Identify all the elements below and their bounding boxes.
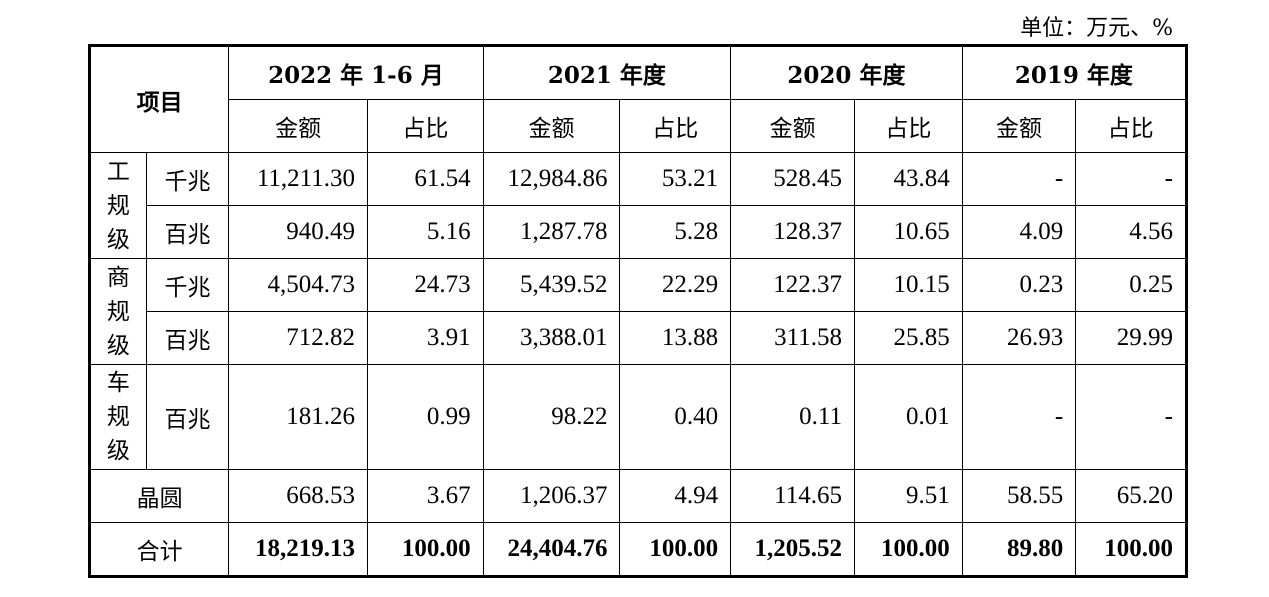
value-cell: 0.11	[730, 364, 855, 470]
value-cell: 3,388.01	[482, 311, 621, 365]
header-amount: 金额	[961, 99, 1077, 153]
group-label: 商规级	[89, 258, 147, 365]
value-cell: 22.29	[619, 258, 732, 312]
sub-label: 百兆	[145, 205, 230, 259]
value-cell: 100.00	[1075, 522, 1187, 577]
value-cell: 5.28	[619, 205, 732, 259]
value-cell: 181.26	[228, 364, 368, 470]
header-ratio: 占比	[367, 99, 484, 153]
header-period: 2019 年度	[961, 45, 1188, 100]
header-period: 2022 年 1-6 月	[228, 45, 484, 100]
value-cell: 58.55	[961, 469, 1077, 523]
value-cell: 24,404.76	[482, 522, 621, 577]
value-cell: 0.40	[619, 364, 732, 470]
wafer-label: 晶圆	[88, 469, 230, 523]
value-cell: 4,504.73	[228, 258, 368, 312]
header-row-metrics: 金额 占比 金额 占比 金额 占比 金额 占比	[90, 99, 1187, 153]
sub-label: 千兆	[145, 258, 230, 312]
table-row-wafer: 晶圆 668.53 3.67 1,206.37 4.94 114.65 9.51 58.55 6…	[88, 469, 1187, 523]
table-row: 工规级 千兆 11,211.30 61.54 12,984.86 53.21 528.45 4…	[89, 152, 1187, 259]
value-cell: 11,211.30	[228, 152, 368, 206]
total-label: 合计	[88, 522, 230, 577]
sub-label: 千兆	[145, 152, 230, 206]
value-cell: 5.16	[367, 205, 484, 259]
value-cell: 24.73	[367, 258, 484, 312]
value-cell: 98.22	[482, 364, 621, 470]
value-cell: 0.25	[1075, 258, 1187, 312]
value-cell: 25.85	[853, 311, 963, 365]
value-cell: 940.49	[228, 205, 368, 259]
header-row-periods: 项目 2022 年 1-6 月 2021 年度 2020 年度 2019 年度	[88, 45, 1188, 153]
value-cell: 5,439.52	[482, 258, 621, 312]
value-cell: 65.20	[1075, 469, 1187, 523]
value-cell: 100.00	[853, 522, 963, 577]
value-cell: 53.21	[619, 152, 732, 206]
value-cell: 668.53	[228, 469, 368, 523]
value-cell: 528.45	[730, 152, 855, 206]
revenue-table: 项目 2022 年 1-6 月 2021 年度 2020 年度 2019 年度 …	[88, 44, 1188, 578]
value-cell: 10.65	[853, 205, 963, 259]
value-cell: -	[1075, 152, 1187, 206]
group-label: 车规级	[89, 364, 147, 470]
group-label: 工规级	[89, 152, 147, 259]
header-amount: 金额	[730, 99, 855, 153]
header-ratio: 占比	[619, 99, 732, 153]
header-period: 2020 年度	[730, 45, 963, 100]
header-amount: 金额	[482, 99, 621, 153]
value-cell: 0.01	[853, 364, 963, 470]
value-cell: 100.00	[619, 522, 732, 577]
sub-label: 百兆	[145, 311, 230, 365]
value-cell: 1,206.37	[482, 469, 621, 523]
header-amount: 金额	[228, 99, 368, 153]
table-row: 车规级 百兆 181.26 0.99 98.22 0.40 0.11 0.01- -	[89, 364, 1187, 470]
table-row: 百兆 712.82 3.91 3,388.01 13.88 311.58 25.85 26.9…	[90, 311, 1187, 365]
value-cell: 712.82	[228, 311, 368, 365]
value-cell: 4.56	[1075, 205, 1187, 259]
value-cell: -	[961, 152, 1077, 206]
value-cell: 13.88	[619, 311, 732, 365]
header-ratio: 占比	[1075, 99, 1187, 153]
value-cell: 10.15	[853, 258, 963, 312]
value-cell: 128.37	[730, 205, 855, 259]
value-cell: 4.94	[619, 469, 732, 523]
value-cell: -	[1075, 364, 1187, 470]
value-cell: 0.99	[367, 364, 484, 470]
value-cell: 29.99	[1075, 311, 1187, 365]
value-cell: 89.80	[961, 522, 1077, 577]
value-cell: 9.51	[853, 469, 963, 523]
value-cell: 12,984.86	[482, 152, 621, 206]
table-row: 商规级 千兆 4,504.73 24.73 5,439.52 22.29 122.37 10.…	[89, 258, 1187, 365]
header-ratio: 占比	[853, 99, 963, 153]
value-cell: 311.58	[730, 311, 855, 365]
value-cell: 114.65	[730, 469, 855, 523]
value-cell: 43.84	[853, 152, 963, 206]
value-cell: 0.23	[961, 258, 1077, 312]
value-cell: 3.67	[367, 469, 484, 523]
table-row-total: 合计 18,219.13 100.00 24,404.76 100.00 1,205.52…	[88, 522, 1187, 577]
unit-label: 单位：万元、%	[1020, 16, 1173, 41]
value-cell: 122.37	[730, 258, 855, 312]
value-cell: 18,219.13	[228, 522, 368, 577]
value-cell: 61.54	[367, 152, 484, 206]
value-cell: 1,205.52	[730, 522, 855, 577]
table-row: 百兆 940.49 5.16 1,287.78 5.28 128.37 10.65 4.09 4…	[90, 205, 1187, 259]
value-cell: 100.00	[367, 522, 484, 577]
value-cell: 3.91	[367, 311, 484, 365]
value-cell: 4.09	[961, 205, 1077, 259]
header-period: 2021 年度	[482, 45, 732, 100]
value-cell: -	[961, 364, 1077, 470]
sub-label: 百兆	[145, 364, 230, 470]
value-cell: 26.93	[961, 311, 1077, 365]
header-item: 项目	[88, 45, 230, 153]
value-cell: 1,287.78	[482, 205, 621, 259]
